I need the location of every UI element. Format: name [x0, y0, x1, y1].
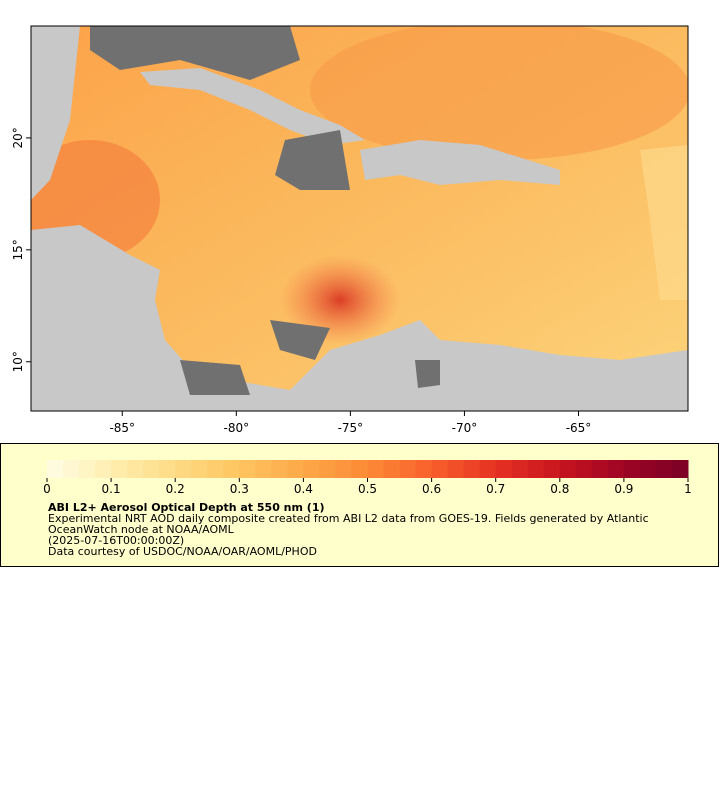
colorbar-swatch	[415, 460, 433, 478]
colorbar-swatch	[351, 460, 368, 478]
colorbar-swatch	[527, 460, 545, 478]
colorbar-swatch	[479, 460, 497, 478]
colorbar-swatch	[223, 460, 240, 478]
y-tick-label: 20°	[11, 127, 25, 148]
colorbar-swatch	[127, 460, 144, 478]
colorbar-swatch	[559, 460, 577, 478]
colorbar-swatch	[447, 460, 465, 478]
colorbar-swatch	[159, 460, 176, 478]
y-tick-label: 10°	[11, 351, 25, 372]
colorbar-swatch	[287, 460, 304, 478]
x-tick-label: -80°	[224, 421, 250, 435]
colorbar-tick-label: 0	[43, 482, 51, 496]
colorbar-swatch	[575, 460, 593, 478]
colorbar-swatch	[191, 460, 208, 478]
colorbar-swatch	[319, 460, 336, 478]
legend-line: Data courtesy of USDOC/NOAA/OAR/AOML/PHO…	[48, 545, 317, 558]
legend-line: Experimental NRT AOD daily composite cre…	[48, 512, 649, 525]
colorbar-swatch	[111, 460, 128, 478]
colorbar-swatch	[47, 460, 64, 478]
colorbar-swatch	[639, 460, 657, 478]
colorbar-swatch	[671, 460, 689, 478]
colorbar-swatch	[495, 460, 513, 478]
x-tick-label: -85°	[109, 421, 135, 435]
colorbar-tick-label: 0.8	[550, 482, 569, 496]
colorbar-swatch	[63, 460, 80, 478]
colorbar-tick-label: 0.3	[230, 482, 249, 496]
colorbar-swatch	[431, 460, 449, 478]
colorbar-swatch	[383, 460, 401, 478]
colorbar-swatch	[143, 460, 160, 478]
colorbar-swatch	[591, 460, 609, 478]
colorbar-swatch	[623, 460, 641, 478]
map-image	[31, 26, 688, 411]
colorbar-swatch	[511, 460, 529, 478]
colorbar-tick-label: 0.7	[486, 482, 505, 496]
colorbar-swatch	[239, 460, 256, 478]
colorbar-swatch	[207, 460, 224, 478]
x-tick-label: -75°	[338, 421, 364, 435]
colorbar-swatch	[335, 460, 352, 478]
colorbar-swatch	[655, 460, 673, 478]
colorbar-swatch	[399, 460, 417, 478]
legend-line: OceanWatch node at NOAA/AOML	[48, 523, 235, 536]
colorbar: 0 0.1 0.2 0.3 0.4 0.5 0.6 0.7 0.8 0.9 1	[43, 460, 692, 496]
colorbar-swatch	[175, 460, 192, 478]
colorbar-tick-label: 0.4	[294, 482, 313, 496]
x-tick-label: -65°	[566, 421, 592, 435]
colorbar-tick-label: 0.5	[358, 482, 377, 496]
colorbar-tick-label: 1	[684, 482, 692, 496]
colorbar-swatch	[463, 460, 481, 478]
colorbar-tick-label: 0.6	[422, 482, 441, 496]
legend-title: ABI L2+ Aerosol Optical Depth at 550 nm …	[48, 501, 325, 514]
axes: -85° -80° -75° -70° -65° 20° 15° 10°	[11, 127, 591, 435]
legend-line: (2025-07-16T00:00:00Z)	[48, 534, 184, 547]
map-frame	[30, 25, 689, 412]
colorbar-swatch	[95, 460, 112, 478]
colorbar-swatch	[271, 460, 288, 478]
colorbar-swatch	[543, 460, 561, 478]
colorbar-tick-label: 0.2	[166, 482, 185, 496]
colorbar-swatch	[607, 460, 625, 478]
colorbar-tick-label: 0.1	[102, 482, 121, 496]
colorbar-swatch	[367, 460, 385, 478]
colorbar-swatch	[255, 460, 272, 478]
y-tick-label: 15°	[11, 239, 25, 260]
colorbar-tick-label: 0.9	[614, 482, 633, 496]
x-tick-label: -70°	[452, 421, 478, 435]
colorbar-swatch	[79, 460, 96, 478]
colorbar-swatch	[303, 460, 320, 478]
